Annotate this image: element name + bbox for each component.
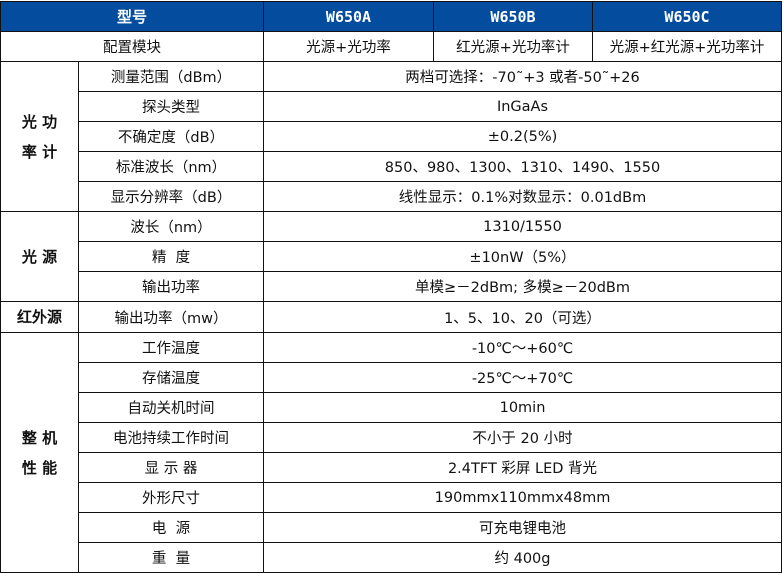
header-row: 型号 W650A W650B W650C xyxy=(0,1,782,32)
config-w650a: 光源+光功率 xyxy=(263,31,434,62)
group-title-line: 红外源 xyxy=(16,308,62,326)
config-label: 配置模块 xyxy=(0,31,264,62)
spec-row: 探头类型 InGaAs xyxy=(1,91,782,122)
spec-label: 显 示 器 xyxy=(78,452,264,483)
spec-label: 输出功率 xyxy=(78,271,264,302)
spec-label: 电 源 xyxy=(78,512,264,543)
group-title: 光 源 xyxy=(0,211,79,302)
spec-row: 标准波长（nm） 850、980、1300、1310、1490、1550 xyxy=(1,151,782,182)
config-w650b: 红光源+光功率计 xyxy=(433,31,593,62)
spec-row: 重 量约 400g xyxy=(1,542,782,573)
group-title: 光 功率 计 xyxy=(0,61,79,212)
spec-label: 自动关机时间 xyxy=(78,392,264,423)
group-title-line: 光 功 xyxy=(21,112,58,131)
spec-value: 线性显示：0.1%对数显示：0.01dBm xyxy=(263,181,782,212)
spec-row: 光 源 波长（nm） 1310/1550 xyxy=(0,211,782,302)
spec-label: 标准波长（nm） xyxy=(78,151,264,182)
group-title-line: 光 源 xyxy=(21,247,58,266)
spec-row: 存储温度 -25℃～+70℃ xyxy=(1,362,782,393)
spec-row: 自动关机时间 10min xyxy=(1,392,782,423)
spec-label: 精 度 xyxy=(78,241,264,272)
spec-row: 精 度 ±10nW（5%） xyxy=(1,241,782,272)
config-row: 配置模块 光源+光功率 红光源+光功率计 光源+红光源+光功率计 xyxy=(0,31,782,62)
spec-row: 显 示 器 2.4TFT 彩屏 LED 背光 xyxy=(1,452,782,483)
group-title: 整 机性 能 xyxy=(0,332,79,573)
spec-value: 不小于 20 小时 xyxy=(263,422,782,453)
spec-value: 10min xyxy=(263,392,782,423)
spec-row: 光 功率 计测量范围（dBm） 两档可选择：-70˜+3 或者-50˜+26 xyxy=(0,61,782,212)
spec-value: 约 400g xyxy=(263,542,782,573)
spec-label: 显示分辨率（dB） xyxy=(78,181,264,212)
model-header: 型号 xyxy=(0,1,264,32)
group-title-line: 率 计 xyxy=(21,142,58,161)
spec-value: 2.4TFT 彩屏 LED 背光 xyxy=(263,452,782,483)
spec-row: 红外源 输出功率（mw） 1、5、10、20（可选） xyxy=(0,301,782,333)
spec-label: 电池持续工作时间 xyxy=(78,422,264,453)
spec-label: 重 量 xyxy=(78,542,264,573)
spec-row: 电池持续工作时间 不小于 20 小时 xyxy=(1,422,782,453)
spec-label: 波长（nm） xyxy=(78,211,264,242)
spec-value: InGaAs xyxy=(263,91,782,122)
spec-value: -25℃～+70℃ xyxy=(263,362,782,393)
spec-value: 两档可选择：-70˜+3 或者-50˜+26 xyxy=(263,61,782,92)
spec-value: 可充电锂电池 xyxy=(263,512,782,543)
spec-value: ±10nW（5%） xyxy=(263,241,782,272)
spec-row: 输出功率 单模≥－2dBm; 多模≥－20dBm xyxy=(1,271,782,302)
spec-label: 探头类型 xyxy=(78,91,264,122)
config-w650c: 光源+红光源+光功率计 xyxy=(592,31,782,62)
spec-label: 存储温度 xyxy=(78,362,264,393)
spec-value: 190mmx110mmx48mm xyxy=(263,482,782,513)
spec-row: 不确定度（dB） ±0.2(5%) xyxy=(1,121,782,152)
spec-label: 不确定度（dB） xyxy=(78,121,264,152)
spec-value: 1、5、10、20（可选） xyxy=(263,301,782,333)
spec-label: 外形尺寸 xyxy=(78,482,264,513)
model-w650b: W650B xyxy=(433,1,593,32)
spec-value: 850、980、1300、1310、1490、1550 xyxy=(263,151,782,182)
model-w650a: W650A xyxy=(263,1,434,32)
spec-value: 1310/1550 xyxy=(263,211,782,242)
spec-label: 输出功率（mw） xyxy=(78,301,264,333)
spec-row: 电 源可充电锂电池 xyxy=(1,512,782,543)
spec-value: -10℃～+60℃ xyxy=(263,332,782,363)
model-w650c: W650C xyxy=(592,1,782,32)
group-title-line: 整 机 xyxy=(21,428,58,447)
spec-label: 测量范围（dBm） xyxy=(78,61,264,92)
spec-row: 显示分辨率（dB） 线性显示：0.1%对数显示：0.01dBm xyxy=(1,181,782,212)
spec-value: ±0.2(5%) xyxy=(263,121,782,152)
spec-value: 单模≥－2dBm; 多模≥－20dBm xyxy=(263,271,782,302)
group-title-line: 性 能 xyxy=(21,458,58,477)
spec-row: 整 机性 能工作温度 -10℃～+60℃ xyxy=(0,332,782,573)
group-title: 红外源 xyxy=(0,301,79,333)
spec-row: 外形尺寸 190mmx110mmx48mm xyxy=(1,482,782,513)
spec-label: 工作温度 xyxy=(78,332,264,363)
